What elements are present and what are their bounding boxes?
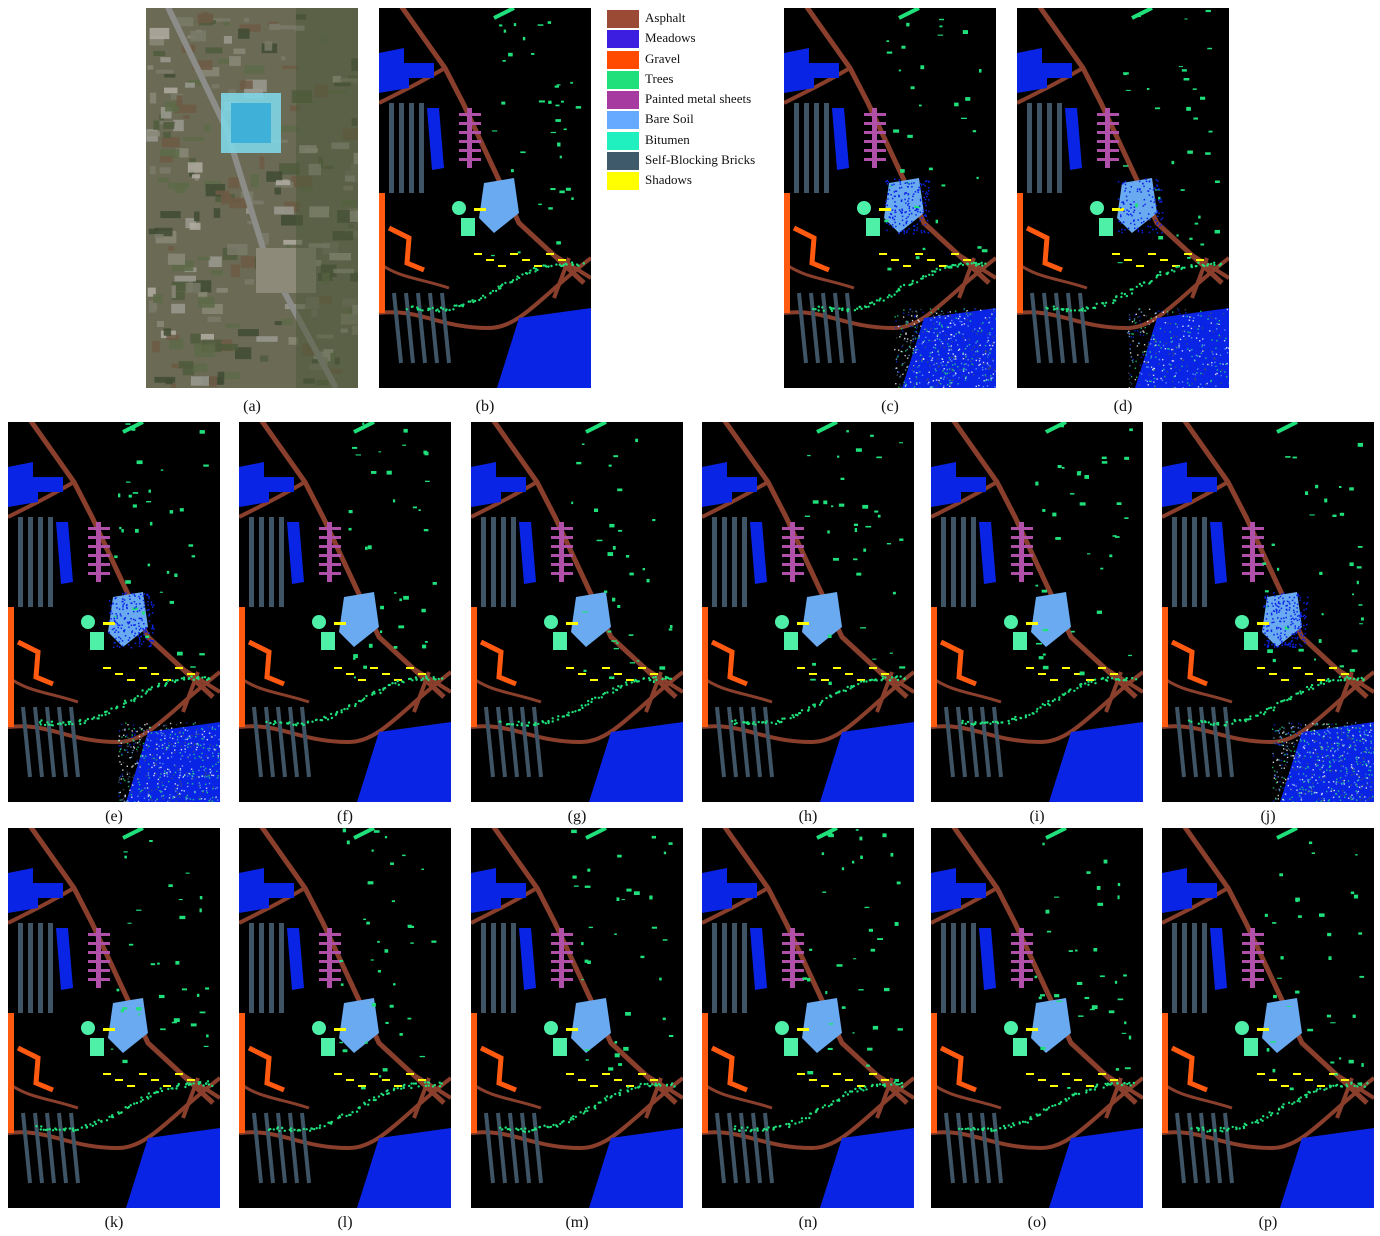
legend-swatch xyxy=(607,70,639,89)
legend-label: Bare Soil xyxy=(645,111,694,127)
panel-caption: (i) xyxy=(1029,808,1045,825)
class-legend: Asphalt Meadows Gravel Trees Painted metal s… xyxy=(607,9,777,192)
panel-caption: (f) xyxy=(337,808,353,825)
classification-map xyxy=(1017,8,1229,388)
classification-map xyxy=(8,828,220,1208)
classification-map xyxy=(784,8,996,388)
legend-label: Shadows xyxy=(645,172,692,188)
false-color-image xyxy=(146,8,358,388)
classification-map xyxy=(702,422,914,802)
legend-item: Meadows xyxy=(607,29,777,49)
panel-caption: (b) xyxy=(475,398,495,415)
legend-item: Gravel xyxy=(607,50,777,70)
legend-item: Bitumen xyxy=(607,131,777,151)
legend-label: Self-Blocking Bricks xyxy=(645,152,756,168)
panel-caption: (p) xyxy=(1258,1214,1278,1231)
classification-map xyxy=(1162,422,1374,802)
panel-caption: (h) xyxy=(798,808,818,825)
legend-label: Gravel xyxy=(645,50,681,66)
legend-item: Asphalt xyxy=(607,9,777,29)
panel-caption: (d) xyxy=(1113,398,1133,415)
legend-item: Trees xyxy=(607,70,777,90)
panel-caption: (j) xyxy=(1260,808,1276,825)
classification-map xyxy=(931,422,1143,802)
classification-map xyxy=(471,828,683,1208)
classification-map xyxy=(1162,828,1374,1208)
classification-map xyxy=(931,828,1143,1208)
legend-item: Bare Soil xyxy=(607,110,777,130)
legend-swatch xyxy=(607,91,639,110)
classification-map xyxy=(471,422,683,802)
classification-map xyxy=(239,828,451,1208)
legend-swatch xyxy=(607,30,639,49)
panel-caption: (o) xyxy=(1027,1214,1047,1231)
legend-label: Bitumen xyxy=(645,131,690,147)
panel-caption: (c) xyxy=(881,398,899,415)
legend-item: Self-Blocking Bricks xyxy=(607,151,777,171)
panel-caption: (e) xyxy=(105,808,123,825)
legend-label: Trees xyxy=(645,70,674,86)
panel-caption: (l) xyxy=(337,1214,353,1231)
classification-map xyxy=(379,8,591,388)
legend-swatch xyxy=(607,50,639,69)
legend-item: Painted metal sheets xyxy=(607,90,777,110)
legend-swatch xyxy=(607,152,639,171)
legend-label: Asphalt xyxy=(645,10,686,25)
legend-item: Shadows xyxy=(607,171,777,191)
legend-swatch xyxy=(607,172,639,191)
legend-label: Painted metal sheets xyxy=(645,91,752,107)
panel-caption: (g) xyxy=(567,808,587,825)
panel-caption: (m) xyxy=(565,1214,589,1231)
classification-map xyxy=(702,828,914,1208)
classification-map xyxy=(239,422,451,802)
legend-swatch xyxy=(607,111,639,130)
panel-caption: (n) xyxy=(798,1214,818,1231)
legend-swatch xyxy=(607,131,639,150)
panel-caption: (k) xyxy=(104,1214,124,1231)
panel-caption: (a) xyxy=(243,398,261,415)
legend-swatch xyxy=(607,10,639,28)
classification-map xyxy=(8,422,220,802)
legend-label: Meadows xyxy=(645,30,696,46)
